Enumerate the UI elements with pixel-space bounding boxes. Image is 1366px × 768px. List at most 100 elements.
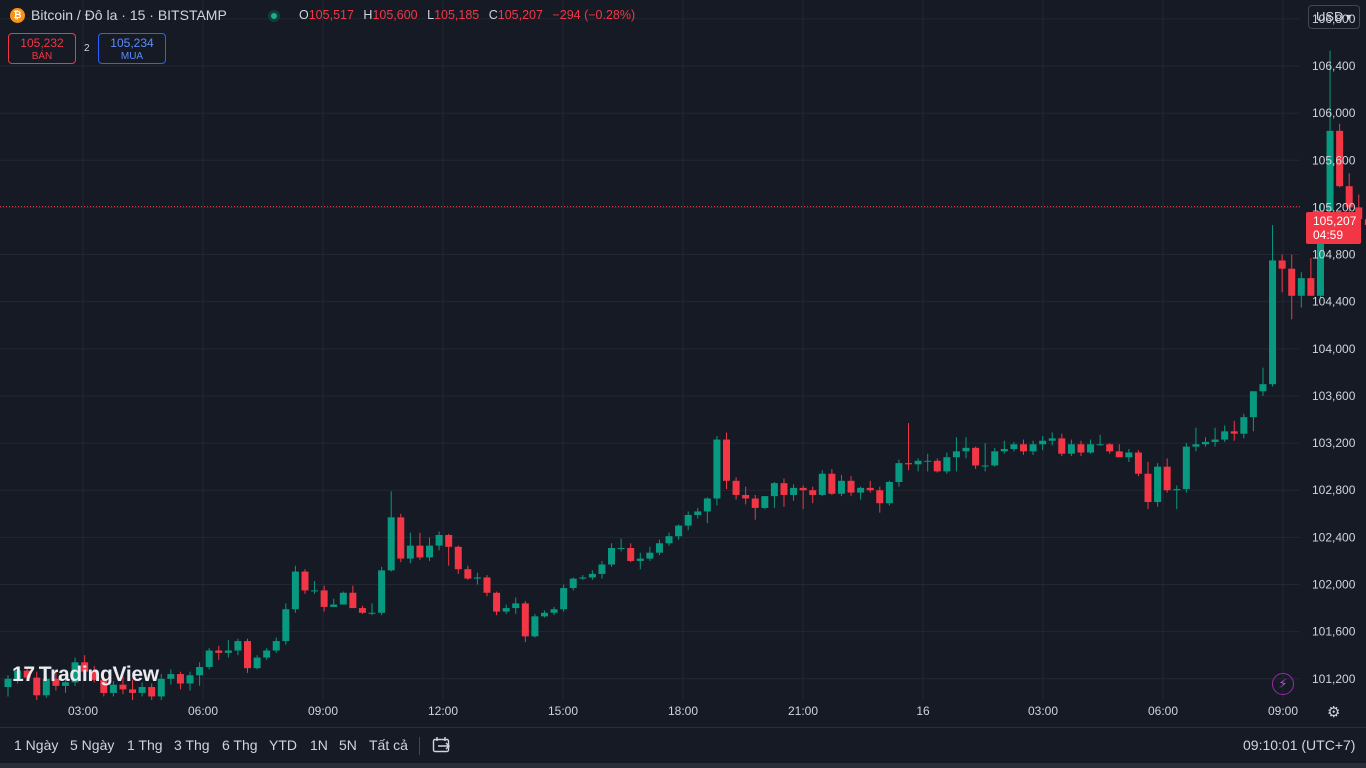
timezone-clock[interactable]: 09:10:01 (UTC+7) [1243, 737, 1356, 753]
candle[interactable] [167, 669, 175, 685]
gear-icon[interactable]: ⚙ [1327, 704, 1341, 721]
candle[interactable] [1336, 123, 1344, 188]
candle[interactable] [1230, 420, 1238, 441]
candle[interactable] [665, 532, 673, 546]
candle[interactable] [61, 675, 69, 693]
candle[interactable] [723, 432, 730, 490]
candle[interactable] [1077, 440, 1085, 457]
candle[interactable] [502, 604, 510, 614]
candle[interactable] [282, 603, 290, 645]
candle[interactable] [263, 648, 271, 660]
candle[interactable] [981, 443, 989, 472]
candle[interactable] [291, 565, 299, 613]
candle[interactable] [837, 474, 845, 497]
candle[interactable] [905, 423, 913, 471]
candle[interactable] [311, 580, 319, 594]
candle[interactable] [1173, 485, 1181, 510]
candle[interactable] [1048, 432, 1056, 446]
candle[interactable] [770, 481, 778, 508]
tradingview-logo[interactable]: 17 TradingView [12, 663, 159, 687]
candle[interactable] [1202, 437, 1209, 447]
range-1-month-button[interactable]: 1 Thg [127, 737, 163, 753]
candle[interactable] [1221, 425, 1229, 442]
range-1-year-button[interactable]: 1N [310, 737, 328, 753]
candle[interactable] [550, 606, 558, 616]
candle[interactable] [42, 675, 50, 698]
candle[interactable] [119, 672, 127, 695]
candle[interactable] [1144, 461, 1152, 510]
candle[interactable] [129, 679, 137, 700]
range-3-month-button[interactable]: 3 Thg [174, 737, 210, 753]
candle[interactable] [253, 655, 261, 670]
candle[interactable] [435, 531, 443, 551]
candle[interactable] [1067, 439, 1075, 457]
candle[interactable] [799, 485, 807, 510]
candle[interactable] [588, 570, 596, 580]
candle[interactable] [540, 610, 548, 618]
candle[interactable] [857, 486, 865, 500]
candle[interactable] [426, 537, 434, 561]
candle[interactable] [339, 591, 347, 605]
candle[interactable] [397, 513, 405, 563]
candle[interactable] [703, 497, 711, 524]
candle[interactable] [301, 569, 309, 594]
candle[interactable] [4, 675, 12, 697]
candle[interactable] [454, 545, 462, 574]
candle[interactable] [416, 532, 424, 560]
candle[interactable] [972, 446, 980, 470]
candle[interactable] [320, 585, 328, 612]
candle[interactable] [818, 470, 826, 497]
range-1-day-button[interactable]: 1 Ngày [14, 737, 59, 753]
candle[interactable] [1259, 367, 1267, 396]
candle[interactable] [655, 539, 663, 556]
candle[interactable] [531, 613, 539, 638]
candle[interactable] [895, 459, 903, 487]
candle[interactable] [991, 447, 999, 467]
candle[interactable] [1125, 448, 1133, 462]
candle[interactable] [52, 671, 60, 691]
candle[interactable] [1192, 427, 1200, 452]
candle[interactable] [378, 566, 386, 616]
candle[interactable] [109, 681, 117, 697]
candle[interactable] [1326, 50, 1334, 216]
range-all-button[interactable]: Tất cả [369, 737, 408, 753]
candle[interactable] [234, 638, 242, 656]
candle[interactable] [1029, 440, 1037, 455]
candle[interactable] [933, 458, 941, 473]
candle[interactable] [1240, 413, 1248, 439]
candle[interactable] [90, 665, 98, 683]
range-5-year-button[interactable]: 5N [339, 737, 357, 753]
candle[interactable] [1087, 439, 1095, 454]
candle[interactable] [176, 671, 184, 690]
candle[interactable] [473, 572, 481, 585]
candle[interactable] [33, 671, 41, 700]
candle[interactable] [14, 668, 22, 684]
candle[interactable] [1000, 440, 1008, 454]
candle[interactable] [952, 437, 960, 472]
candle[interactable] [914, 458, 922, 472]
sell-button[interactable]: 105,232 BÁN [8, 33, 76, 64]
candle[interactable] [713, 436, 721, 506]
candle[interactable] [186, 671, 194, 691]
candle[interactable] [1249, 391, 1257, 432]
calendar-goto-icon[interactable] [432, 736, 452, 754]
currency-dropdown[interactable]: USD ▼ [1308, 5, 1360, 29]
candle[interactable] [1288, 254, 1296, 320]
candle[interactable] [1039, 436, 1047, 451]
candle[interactable] [742, 486, 750, 505]
candle[interactable] [138, 682, 146, 697]
candle[interactable] [694, 507, 702, 519]
candle[interactable] [406, 532, 414, 564]
buy-button[interactable]: 105,234 MUA [98, 33, 166, 64]
candle[interactable] [675, 524, 683, 540]
candle[interactable] [1010, 441, 1018, 452]
candle[interactable] [445, 533, 453, 566]
candle[interactable] [780, 478, 788, 507]
candle[interactable] [943, 452, 951, 474]
candle[interactable] [272, 637, 280, 653]
candle[interactable] [1154, 463, 1162, 507]
range-ytd-button[interactable]: YTD [269, 737, 297, 753]
candle[interactable] [483, 575, 491, 597]
candle[interactable] [148, 683, 156, 700]
candle[interactable] [1096, 434, 1104, 446]
